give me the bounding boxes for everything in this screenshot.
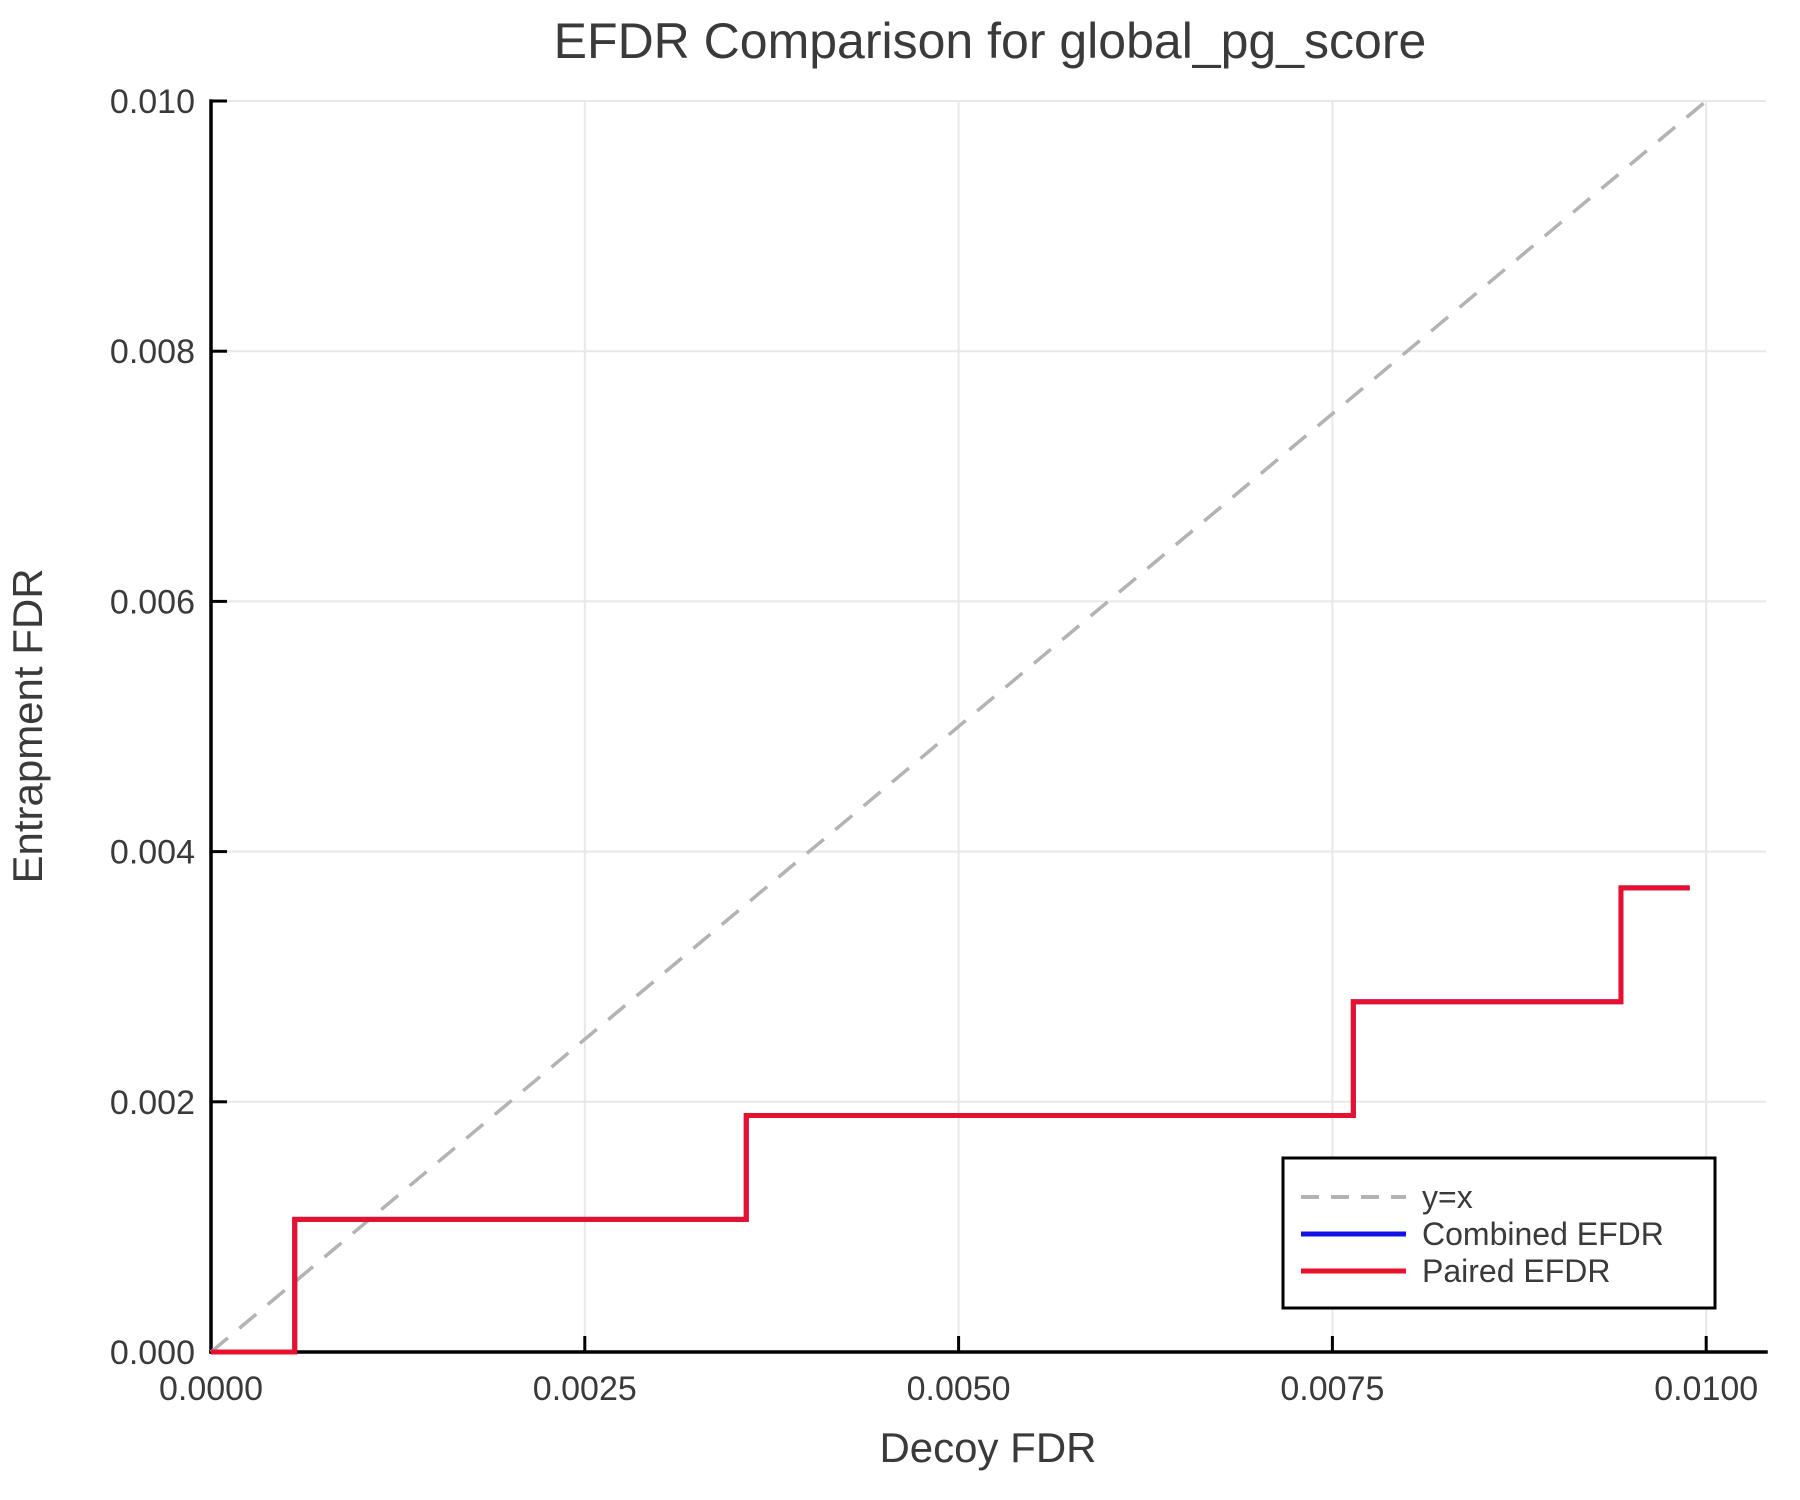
x-tick-label: 0.0075 — [1280, 1370, 1384, 1408]
y-x-line — [209, 99, 1708, 1354]
legend-box: y=x Combined EFDR Paired EFDR — [1281, 1156, 1717, 1310]
x-axis-label: Decoy FDR — [879, 1424, 1096, 1471]
chart-title: EFDR Comparison for global_pg_score — [554, 13, 1427, 69]
legend-label-y-equals-x: y=x — [1422, 1179, 1473, 1215]
data-series — [209, 99, 1708, 1355]
y-axis-label: Entrapment FDR — [4, 568, 51, 883]
y-tick-label: 0.000 — [110, 1334, 195, 1372]
legend-label-paired-efdr: Paired EFDR — [1422, 1253, 1611, 1289]
y-tick-label: 0.004 — [110, 834, 195, 872]
y-tick-label: 0.002 — [110, 1084, 195, 1122]
axes-spines — [209, 99, 1768, 1354]
legend-label-combined-efdr: Combined EFDR — [1422, 1216, 1664, 1252]
y-tick-label: 0.006 — [110, 583, 195, 621]
y-tick-label: 0.010 — [110, 83, 195, 121]
paired-efdr-line — [211, 885, 1690, 1355]
x-tick-label: 0.0100 — [1654, 1370, 1758, 1408]
x-tick-label: 0.0000 — [159, 1370, 263, 1408]
x-tick-label: 0.0025 — [533, 1370, 637, 1408]
x-tick-label: 0.0050 — [907, 1370, 1011, 1408]
gridlines — [211, 100, 1766, 1352]
y-tick-label: 0.008 — [110, 333, 195, 371]
axis-tick-labels: 0.0000 0.0025 0.0050 0.0075 0.0100 0.000 0.002… — [110, 83, 1758, 1408]
